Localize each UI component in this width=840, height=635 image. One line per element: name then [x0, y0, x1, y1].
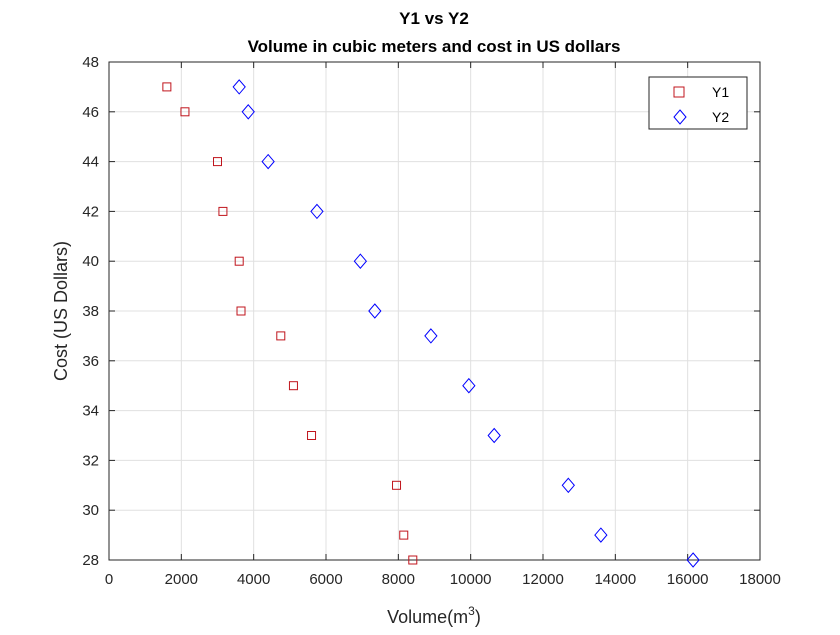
y-tick-label: 30 [82, 502, 99, 519]
x-axis-label-main: Volume(m [387, 607, 468, 627]
y-tick-label: 38 [82, 303, 99, 320]
y-axis-label: Cost (US Dollars) [51, 241, 71, 381]
data-point-y2 [261, 153, 275, 170]
y-tick-label: 36 [82, 353, 99, 370]
chart-subtitle: Volume in cubic meters and cost in US do… [248, 37, 621, 56]
legend-label-y2: Y2 [712, 109, 729, 125]
legend-marker-y1 [673, 86, 685, 98]
x-tick-label: 0 [105, 571, 113, 588]
x-axis-label-suffix: ) [475, 607, 481, 627]
legend-marker-y2 [673, 109, 687, 125]
legend-label-y1: Y1 [712, 84, 729, 100]
data-point-y1 [288, 381, 298, 391]
points-layer [162, 79, 700, 568]
data-point-y1 [162, 82, 172, 92]
data-point-y2 [561, 477, 575, 494]
data-point-y1 [236, 306, 246, 316]
chart-title: Y1 vs Y2 [399, 9, 469, 28]
y-tick-label: 48 [82, 54, 99, 71]
ticks-layer: 0 2000 4000 6000 8000 10000 12000 14000 16000 180… [82, 54, 781, 588]
x-tick-label: 10000 [450, 571, 492, 588]
x-axis-label-superscript: 3 [468, 604, 475, 618]
data-point-y1 [234, 256, 244, 266]
y-tick-label: 28 [82, 552, 99, 569]
y-tick-label: 42 [82, 203, 99, 220]
data-point-y1 [392, 480, 402, 490]
legend: Y1 Y2 [648, 76, 748, 130]
data-point-y1 [408, 555, 418, 565]
grid-layer [109, 62, 760, 560]
x-tick-label: 16000 [667, 571, 709, 588]
y-tick-label: 44 [82, 154, 99, 171]
x-tick-label: 14000 [594, 571, 636, 588]
data-point-y1 [218, 206, 228, 216]
data-point-y2 [310, 203, 324, 220]
x-tick-label: 12000 [522, 571, 564, 588]
x-tick-label: 18000 [739, 571, 781, 588]
y-tick-label: 40 [82, 253, 99, 270]
x-tick-label: 4000 [237, 571, 270, 588]
x-tick-label: 6000 [309, 571, 342, 588]
data-point-y2 [424, 328, 438, 344]
data-point-y1 [399, 530, 409, 540]
x-tick-label: 2000 [165, 571, 198, 588]
x-axis-label: Volume(m3) [387, 604, 481, 627]
y-tick-label: 32 [82, 452, 99, 469]
data-point-y2 [241, 104, 255, 120]
x-tick-label: 8000 [382, 571, 415, 588]
data-point-y2 [686, 552, 700, 568]
data-point-y2 [368, 303, 382, 319]
data-point-y1 [307, 431, 317, 440]
data-point-y2 [353, 253, 368, 269]
y-tick-label: 34 [82, 403, 99, 420]
legend-box [648, 76, 748, 130]
data-point-y2 [487, 427, 501, 444]
data-point-y2 [594, 527, 608, 543]
y-tick-label: 46 [82, 104, 99, 121]
data-point-y1 [180, 107, 190, 117]
data-point-y2 [232, 79, 246, 95]
data-point-y1 [276, 331, 286, 341]
data-point-y1 [213, 157, 222, 167]
data-point-y2 [462, 377, 476, 394]
